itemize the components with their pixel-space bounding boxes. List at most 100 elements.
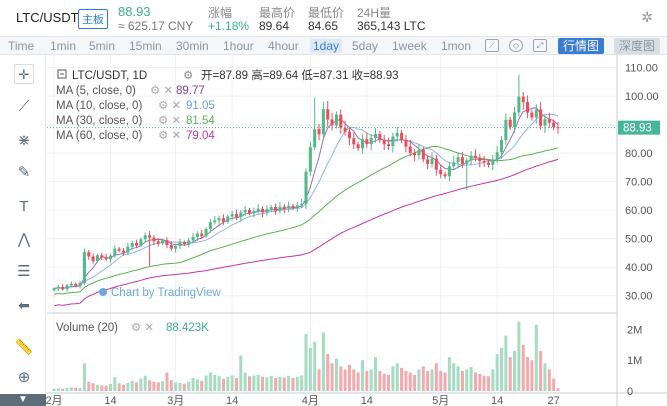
candle-body xyxy=(521,96,525,103)
volume-bar xyxy=(130,380,134,391)
volume-bar xyxy=(274,378,278,391)
volume-bar xyxy=(391,366,395,391)
candle-body xyxy=(139,239,143,246)
volume-bar xyxy=(121,384,126,391)
pair-name[interactable]: LTC/USDT xyxy=(16,10,79,25)
tf-1week[interactable]: 1week xyxy=(392,39,427,53)
volume-bar xyxy=(426,370,430,391)
settings-gear-icon[interactable]: ✲ xyxy=(641,9,653,25)
zoom-in-icon[interactable]: ⊕ xyxy=(17,369,31,386)
volume-settings-icon[interactable]: ⚙ ✕ xyxy=(131,322,154,334)
candle-body xyxy=(278,206,282,211)
ma10-settings-icon[interactable]: ⚙ ✕ xyxy=(158,100,181,112)
legend-settings-icon[interactable]: ⚙ xyxy=(183,70,193,82)
volume-bar xyxy=(530,360,534,391)
tradingview-logo-icon xyxy=(99,288,107,296)
crosshair-icon[interactable]: ✛ xyxy=(14,64,34,84)
volume-bar xyxy=(534,324,538,391)
candle-body xyxy=(178,242,182,247)
ruler-icon[interactable]: 📏 xyxy=(14,339,34,356)
tf-1hour[interactable]: 1hour xyxy=(223,39,254,53)
candle-body xyxy=(308,147,312,172)
tf-4hour[interactable]: 4hour xyxy=(268,39,299,53)
candle-body xyxy=(313,129,317,148)
candle-body xyxy=(104,257,108,260)
price-tick-label: 70.00 xyxy=(625,177,653,189)
volume-bar xyxy=(187,381,191,391)
depth-chart-button[interactable]: 深度图 xyxy=(614,38,661,54)
time-tick-label: 2月 xyxy=(45,395,62,406)
back-arrow-icon[interactable]: ⬅ xyxy=(18,297,30,313)
price-chart[interactable]: 30.0040.0050.0060.0070.0080.0090.00100.0… xyxy=(0,55,667,406)
candle-body xyxy=(347,131,351,139)
volume-bar xyxy=(217,376,221,391)
candle-body xyxy=(74,283,78,287)
volume-bar xyxy=(313,341,317,391)
fullscreen-icon[interactable]: ⤢ xyxy=(533,39,547,52)
fib-icon[interactable]: ☰ xyxy=(17,263,31,280)
tf-time[interactable]: Time xyxy=(8,39,35,53)
tf-1min[interactable]: 1min xyxy=(50,39,77,53)
volume-bar xyxy=(308,347,312,391)
chart-type-icon[interactable]: ⟋ xyxy=(485,39,499,52)
candle-body xyxy=(91,256,95,262)
ma60-label: MA (60, close, 0) xyxy=(56,130,142,142)
tf-1day[interactable]: 1day xyxy=(310,39,343,53)
volume-bar xyxy=(369,369,373,391)
candle-body xyxy=(417,149,421,156)
candle-body xyxy=(287,205,291,209)
tf-5min[interactable]: 5min xyxy=(89,39,116,53)
volume-bar xyxy=(95,384,99,391)
candle-body xyxy=(486,162,491,165)
tf-5day[interactable]: 5day xyxy=(352,39,379,53)
time-tick-label: 14 xyxy=(104,395,116,406)
candle-body xyxy=(317,129,321,135)
collapse-chevron-icon[interactable]: ▼ xyxy=(0,394,46,406)
candle-body xyxy=(447,166,451,177)
pattern-icon[interactable]: ⋀ xyxy=(17,231,31,248)
candle-body xyxy=(421,149,425,160)
volume-bar xyxy=(100,385,104,391)
candle-body xyxy=(295,205,299,208)
volume-bar xyxy=(195,379,199,391)
pitchfork-icon[interactable]: ⋇ xyxy=(17,132,31,149)
candle-body xyxy=(539,109,543,126)
candle-body xyxy=(108,255,113,260)
ma60-settings-icon[interactable]: ⚙ ✕ xyxy=(158,130,181,142)
candle-body xyxy=(408,146,412,153)
volume-bar xyxy=(343,369,347,391)
volume-bar xyxy=(161,381,165,391)
trade-view-button[interactable]: 行情图 xyxy=(558,38,605,54)
indicators-icon[interactable]: ◇ xyxy=(509,39,523,52)
tf-30min[interactable]: 30min xyxy=(176,39,209,53)
volume-bar xyxy=(91,383,95,391)
volume-bar xyxy=(69,387,73,391)
legend-collapse-icon[interactable] xyxy=(57,69,67,79)
tf-15min[interactable]: 15min xyxy=(129,39,162,53)
ma30-settings-icon[interactable]: ⚙ ✕ xyxy=(158,115,181,127)
candle-body xyxy=(261,208,265,213)
ma5-settings-icon[interactable]: ⚙ ✕ xyxy=(150,85,173,97)
candle-body xyxy=(365,139,369,144)
volume-bar xyxy=(439,370,443,391)
candle-body xyxy=(82,252,86,283)
text-icon[interactable]: T xyxy=(19,198,29,215)
brush-icon[interactable]: ✎ xyxy=(17,164,31,181)
candle-body xyxy=(334,114,338,126)
volume-bar xyxy=(304,333,308,391)
tf-1mon[interactable]: 1mon xyxy=(441,39,472,53)
candle-body xyxy=(174,246,178,249)
price-axis[interactable]: 30.0040.0050.0060.0070.0080.0090.00100.0… xyxy=(625,63,659,303)
candle-body xyxy=(61,286,65,290)
ma60-value: 79.04 xyxy=(186,130,215,142)
price-tick-label: 60.00 xyxy=(625,205,653,217)
trend-line-icon[interactable]: ⟋ xyxy=(18,98,30,115)
volume-bar xyxy=(252,375,256,391)
candle-body xyxy=(499,140,504,153)
time-axis[interactable]: 2月 14 3月 14 4月 14 5月 14 27 xyxy=(45,395,559,406)
volume-bar xyxy=(395,363,399,391)
volume-bar xyxy=(452,363,456,391)
volume-bar xyxy=(139,378,143,391)
volume-bar xyxy=(360,360,365,391)
candle-body xyxy=(256,208,260,212)
